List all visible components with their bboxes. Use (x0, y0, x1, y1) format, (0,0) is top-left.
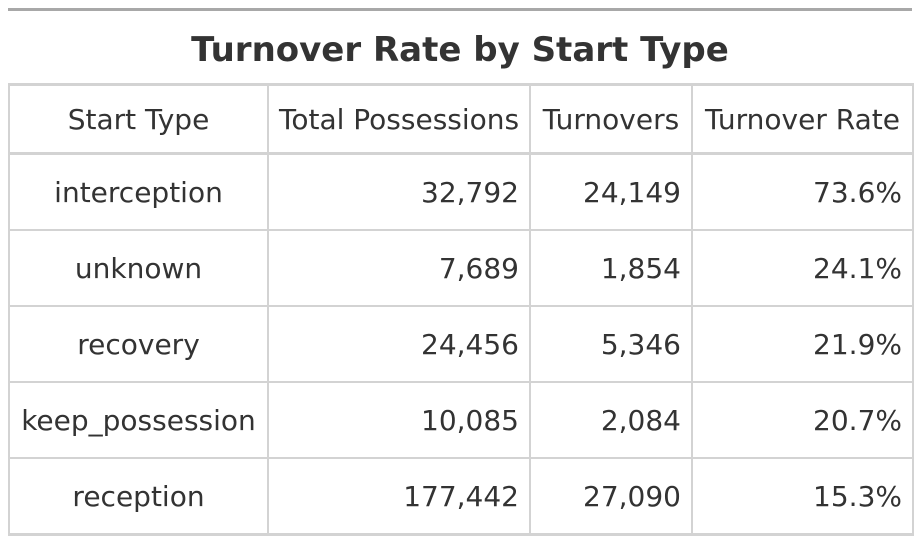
cell-start-type: keep_possession (8, 381, 269, 459)
cell-start-type: interception (8, 152, 269, 231)
table-title: Turnover Rate by Start Type (191, 30, 729, 70)
table-row: recovery 24,456 5,346 21.9% (8, 305, 914, 383)
cell-total-possessions: 24,456 (267, 305, 531, 383)
cell-turnover-rate: 73.6% (691, 152, 914, 231)
column-header-total-possessions: Total Possessions (267, 84, 531, 155)
cell-total-possessions: 177,442 (267, 457, 531, 535)
cell-total-possessions: 7,689 (267, 229, 531, 307)
column-header-start-type: Start Type (8, 84, 269, 155)
cell-start-type: unknown (8, 229, 269, 307)
table-row: keep_possession 10,085 2,084 20.7% (8, 381, 914, 459)
cell-total-possessions: 32,792 (267, 152, 531, 231)
column-header-turnover-rate: Turnover Rate (691, 84, 914, 155)
top-rule (8, 8, 912, 11)
table-row: reception 177,442 27,090 15.3% (8, 457, 914, 535)
cell-start-type: reception (8, 457, 269, 535)
table-row: unknown 7,689 1,854 24.1% (8, 229, 914, 307)
cell-turnovers: 5,346 (529, 305, 693, 383)
cell-turnover-rate: 15.3% (691, 457, 914, 535)
cell-turnovers: 2,084 (529, 381, 693, 459)
table-row: interception 32,792 24,149 73.6% (8, 152, 914, 231)
turnover-table: Start Type Total Possessions Turnovers T… (8, 83, 914, 536)
cell-turnovers: 24,149 (529, 152, 693, 231)
cell-turnover-rate: 21.9% (691, 305, 914, 383)
column-header-turnovers: Turnovers (529, 84, 693, 155)
cell-turnovers: 1,854 (529, 229, 693, 307)
cell-total-possessions: 10,085 (267, 381, 531, 459)
header-row: Start Type Total Possessions Turnovers T… (8, 84, 914, 155)
cell-start-type: recovery (8, 305, 269, 383)
cell-turnovers: 27,090 (529, 457, 693, 535)
cell-turnover-rate: 20.7% (691, 381, 914, 459)
cell-turnover-rate: 24.1% (691, 229, 914, 307)
